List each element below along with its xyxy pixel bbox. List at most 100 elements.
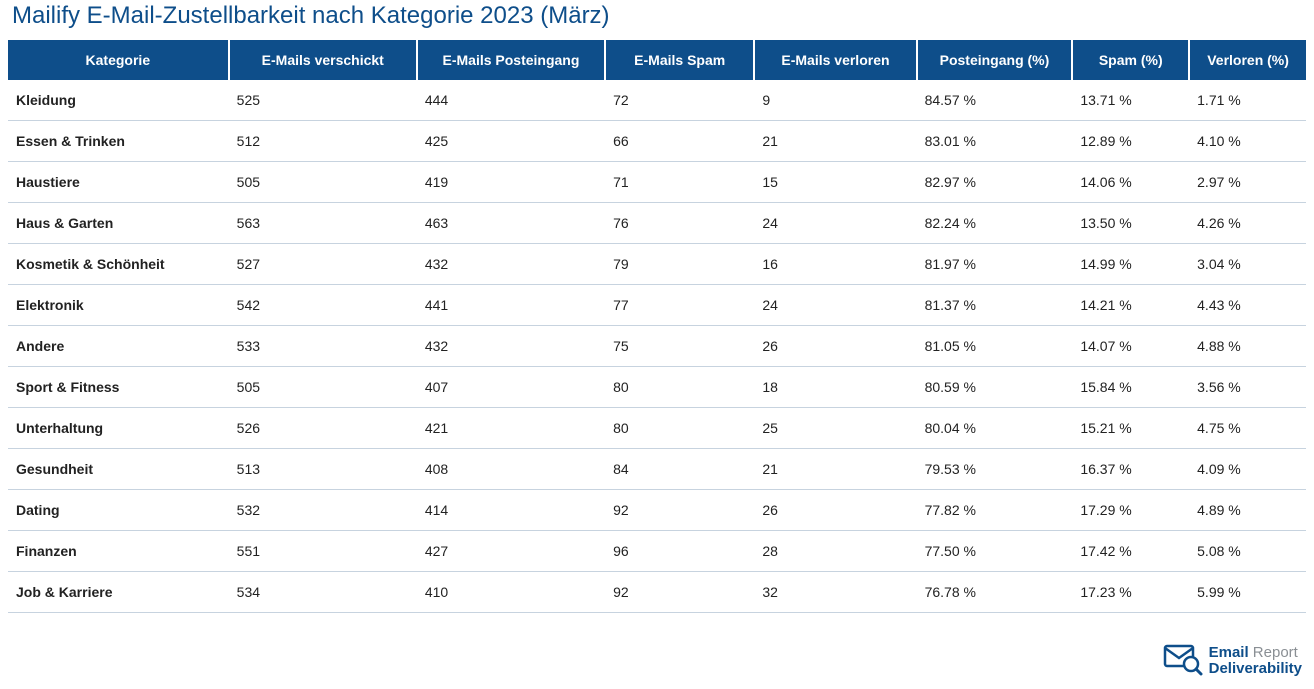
cell-inbox: 414 — [417, 490, 605, 531]
cell-inbox: 463 — [417, 203, 605, 244]
table-row: Sport & Fitness505407801880.59 %15.84 %3… — [8, 367, 1306, 408]
cell-sent: 533 — [229, 326, 417, 367]
cell-spam: 96 — [605, 531, 754, 572]
cell-spam: 92 — [605, 490, 754, 531]
cell-inbox-pct: 84.57 % — [917, 80, 1073, 121]
cell-lost-pct: 4.89 % — [1189, 490, 1306, 531]
cell-sent: 512 — [229, 121, 417, 162]
cell-inbox-pct: 82.97 % — [917, 162, 1073, 203]
cell-lost-pct: 1.71 % — [1189, 80, 1306, 121]
cell-inbox-pct: 80.04 % — [917, 408, 1073, 449]
table-row: Kosmetik & Schönheit527432791681.97 %14.… — [8, 244, 1306, 285]
cell-inbox-pct: 82.24 % — [917, 203, 1073, 244]
cell-inbox: 425 — [417, 121, 605, 162]
table-row: Finanzen551427962877.50 %17.42 %5.08 % — [8, 531, 1306, 572]
cell-spam: 84 — [605, 449, 754, 490]
cell-sent: 551 — [229, 531, 417, 572]
footer-logo-text-1a: Email — [1209, 644, 1249, 661]
cell-category: Essen & Trinken — [8, 121, 229, 162]
cell-sent: 525 — [229, 80, 417, 121]
cell-spam: 75 — [605, 326, 754, 367]
col-header-category: Kategorie — [8, 40, 229, 80]
table-row: Job & Karriere534410923276.78 %17.23 %5.… — [8, 572, 1306, 613]
cell-inbox-pct: 81.97 % — [917, 244, 1073, 285]
cell-spam-pct: 15.21 % — [1072, 408, 1189, 449]
deliverability-table: Kategorie E-Mails verschickt E-Mails Pos… — [8, 40, 1306, 613]
table-row: Kleidung52544472984.57 %13.71 %1.71 % — [8, 80, 1306, 121]
col-header-lost: E-Mails verloren — [754, 40, 916, 80]
envelope-magnifier-icon — [1163, 640, 1203, 681]
cell-lost: 18 — [754, 367, 916, 408]
col-header-spam-pct: Spam (%) — [1072, 40, 1189, 80]
footer-logo-text-2: Deliverability — [1209, 661, 1302, 677]
cell-lost-pct: 4.43 % — [1189, 285, 1306, 326]
cell-spam-pct: 14.21 % — [1072, 285, 1189, 326]
cell-lost-pct: 5.99 % — [1189, 572, 1306, 613]
cell-spam: 66 — [605, 121, 754, 162]
cell-inbox: 410 — [417, 572, 605, 613]
cell-inbox-pct: 77.82 % — [917, 490, 1073, 531]
cell-spam: 80 — [605, 367, 754, 408]
cell-spam: 76 — [605, 203, 754, 244]
cell-category: Gesundheit — [8, 449, 229, 490]
cell-inbox: 441 — [417, 285, 605, 326]
col-header-spam: E-Mails Spam — [605, 40, 754, 80]
cell-sent: 563 — [229, 203, 417, 244]
cell-inbox-pct: 81.05 % — [917, 326, 1073, 367]
cell-category: Sport & Fitness — [8, 367, 229, 408]
cell-spam: 92 — [605, 572, 754, 613]
col-header-inbox: E-Mails Posteingang — [417, 40, 605, 80]
cell-inbox-pct: 79.53 % — [917, 449, 1073, 490]
cell-category: Haustiere — [8, 162, 229, 203]
cell-sent: 505 — [229, 162, 417, 203]
cell-lost: 21 — [754, 121, 916, 162]
cell-inbox: 427 — [417, 531, 605, 572]
table-body: Kleidung52544472984.57 %13.71 %1.71 %Ess… — [8, 80, 1306, 613]
cell-lost-pct: 4.09 % — [1189, 449, 1306, 490]
cell-spam-pct: 13.71 % — [1072, 80, 1189, 121]
cell-inbox: 408 — [417, 449, 605, 490]
cell-lost: 9 — [754, 80, 916, 121]
cell-sent: 505 — [229, 367, 417, 408]
cell-sent: 527 — [229, 244, 417, 285]
cell-spam: 71 — [605, 162, 754, 203]
cell-category: Finanzen — [8, 531, 229, 572]
cell-lost: 25 — [754, 408, 916, 449]
cell-lost-pct: 2.97 % — [1189, 162, 1306, 203]
col-header-lost-pct: Verloren (%) — [1189, 40, 1306, 80]
cell-spam-pct: 17.29 % — [1072, 490, 1189, 531]
cell-lost-pct: 5.08 % — [1189, 531, 1306, 572]
table-row: Elektronik542441772481.37 %14.21 %4.43 % — [8, 285, 1306, 326]
cell-lost: 24 — [754, 285, 916, 326]
cell-inbox: 432 — [417, 244, 605, 285]
cell-spam-pct: 13.50 % — [1072, 203, 1189, 244]
cell-sent: 526 — [229, 408, 417, 449]
cell-lost-pct: 3.04 % — [1189, 244, 1306, 285]
cell-spam-pct: 14.07 % — [1072, 326, 1189, 367]
cell-lost-pct: 3.56 % — [1189, 367, 1306, 408]
cell-category: Unterhaltung — [8, 408, 229, 449]
cell-lost: 32 — [754, 572, 916, 613]
cell-spam-pct: 14.99 % — [1072, 244, 1189, 285]
cell-spam: 80 — [605, 408, 754, 449]
cell-inbox-pct: 77.50 % — [917, 531, 1073, 572]
cell-lost: 26 — [754, 490, 916, 531]
cell-category: Elektronik — [8, 285, 229, 326]
cell-inbox: 432 — [417, 326, 605, 367]
cell-inbox: 444 — [417, 80, 605, 121]
cell-lost-pct: 4.26 % — [1189, 203, 1306, 244]
cell-sent: 532 — [229, 490, 417, 531]
cell-inbox: 419 — [417, 162, 605, 203]
col-header-inbox-pct: Posteingang (%) — [917, 40, 1073, 80]
cell-lost-pct: 4.10 % — [1189, 121, 1306, 162]
cell-spam: 72 — [605, 80, 754, 121]
table-row: Andere533432752681.05 %14.07 %4.88 % — [8, 326, 1306, 367]
cell-category: Andere — [8, 326, 229, 367]
footer-logo: Email Report Deliverability — [1163, 640, 1302, 681]
cell-lost: 21 — [754, 449, 916, 490]
cell-category: Job & Karriere — [8, 572, 229, 613]
footer-logo-text-1b: Report — [1249, 644, 1298, 661]
cell-category: Kleidung — [8, 80, 229, 121]
cell-inbox: 407 — [417, 367, 605, 408]
cell-lost: 16 — [754, 244, 916, 285]
